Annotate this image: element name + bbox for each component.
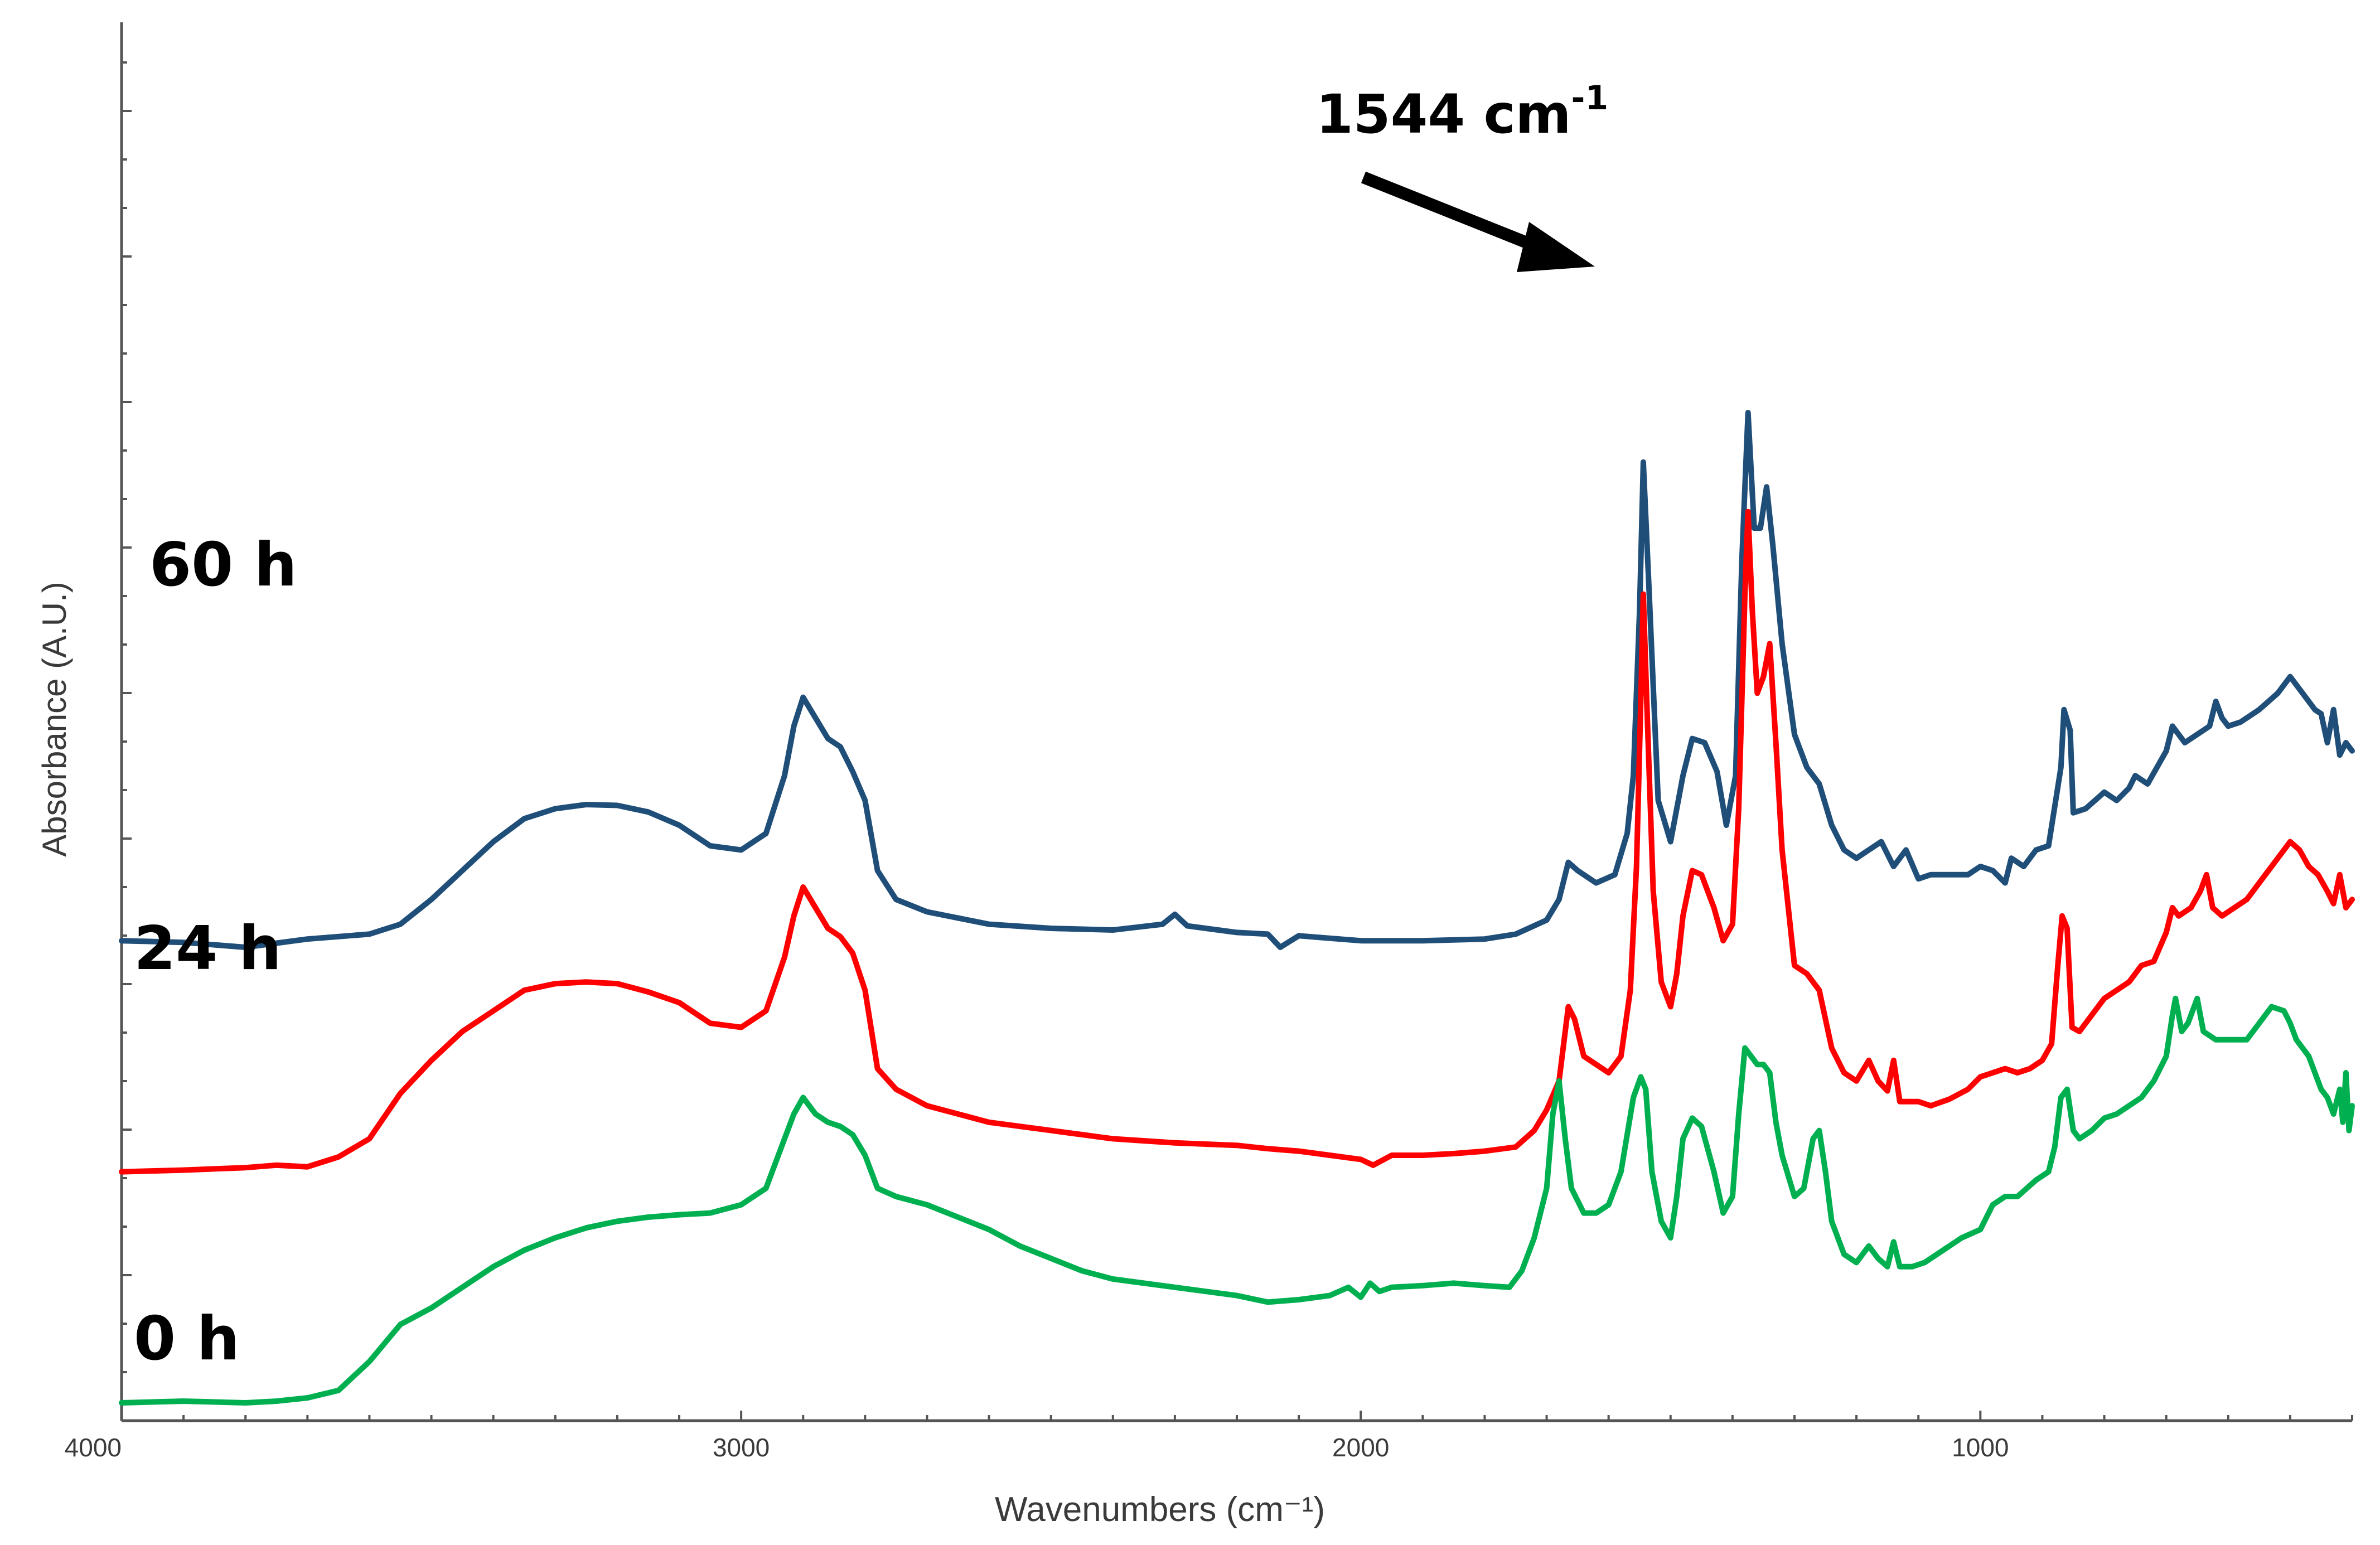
- series-label: 0 h: [134, 1304, 240, 1374]
- annotation-arrow-shaft: [1361, 171, 1553, 258]
- x-tick-label: 3000: [713, 1433, 770, 1462]
- x-tick-label: 2000: [1332, 1433, 1389, 1462]
- series-labels: 60 h 24 h 0 h: [134, 530, 297, 1374]
- annotation-superscript: -1: [1571, 79, 1609, 118]
- annotation-arrow-head: [1517, 222, 1595, 272]
- series-label: 60 h: [149, 530, 297, 600]
- y-tick-marks: [122, 61, 132, 1422]
- x-tick-label: 1000: [1952, 1433, 2009, 1462]
- svg-text:1544 cm-1: 1544 cm-1: [1316, 79, 1608, 146]
- x-tick-marks: [120, 1411, 2353, 1421]
- series-line-60h: [119, 410, 2355, 950]
- series-line-24h: [119, 508, 2355, 1175]
- series-line-0h: [119, 995, 2355, 1406]
- series-label: 24 h: [134, 914, 282, 984]
- series-group: [119, 410, 2355, 1406]
- x-axis-label: Wavenumbers (cm⁻¹): [995, 1490, 1325, 1529]
- x-tick-label: 4000: [65, 1433, 122, 1462]
- y-axis-label: Absorbance (A.U.): [36, 582, 73, 857]
- peak-annotation: 1544 cm-1: [1316, 79, 1608, 272]
- annotation-text: 1544 cm: [1316, 83, 1571, 146]
- x-tick-labels: 4000 3000 2000 1000: [65, 1433, 2009, 1462]
